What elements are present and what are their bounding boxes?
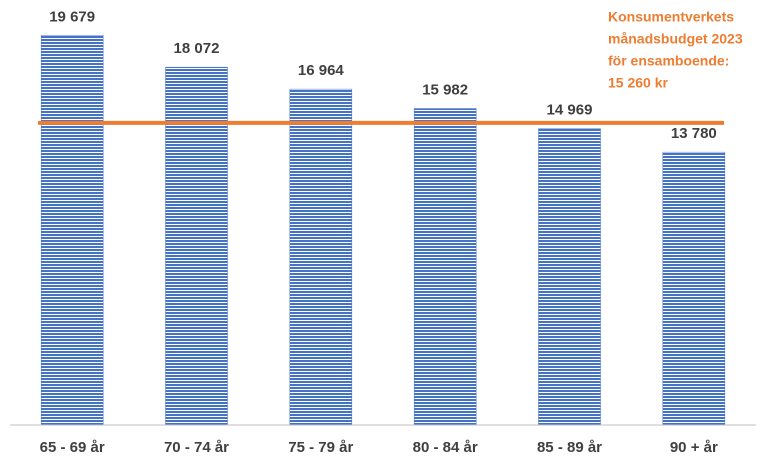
bar — [165, 66, 228, 426]
x-tick-label: 70 - 74 år — [164, 439, 229, 456]
annotation: Konsumentverkets — [608, 9, 734, 25]
bar — [40, 35, 104, 426]
value-label: 19 679 — [49, 8, 95, 25]
annotation: 15 260 kr — [608, 75, 668, 91]
value-label: 18 072 — [174, 40, 220, 57]
bar — [662, 151, 726, 426]
x-tick-label: 75 - 79 år — [288, 439, 353, 456]
annotation: månadsbudget 2023 — [608, 31, 743, 47]
bar — [413, 108, 477, 426]
x-tick-label: 90 + år — [670, 439, 718, 456]
value-label: 16 964 — [298, 62, 345, 79]
bar — [289, 88, 353, 426]
value-label: 13 780 — [671, 125, 717, 142]
annotation: för ensamboende: — [608, 53, 729, 69]
bar — [538, 128, 601, 426]
value-label: 15 982 — [422, 82, 468, 99]
x-tick-label: 65 - 69 år — [40, 439, 105, 456]
x-tick-label: 85 - 89 år — [537, 439, 602, 456]
value-label: 14 969 — [547, 102, 593, 119]
x-tick-label: 80 - 84 år — [413, 439, 478, 456]
